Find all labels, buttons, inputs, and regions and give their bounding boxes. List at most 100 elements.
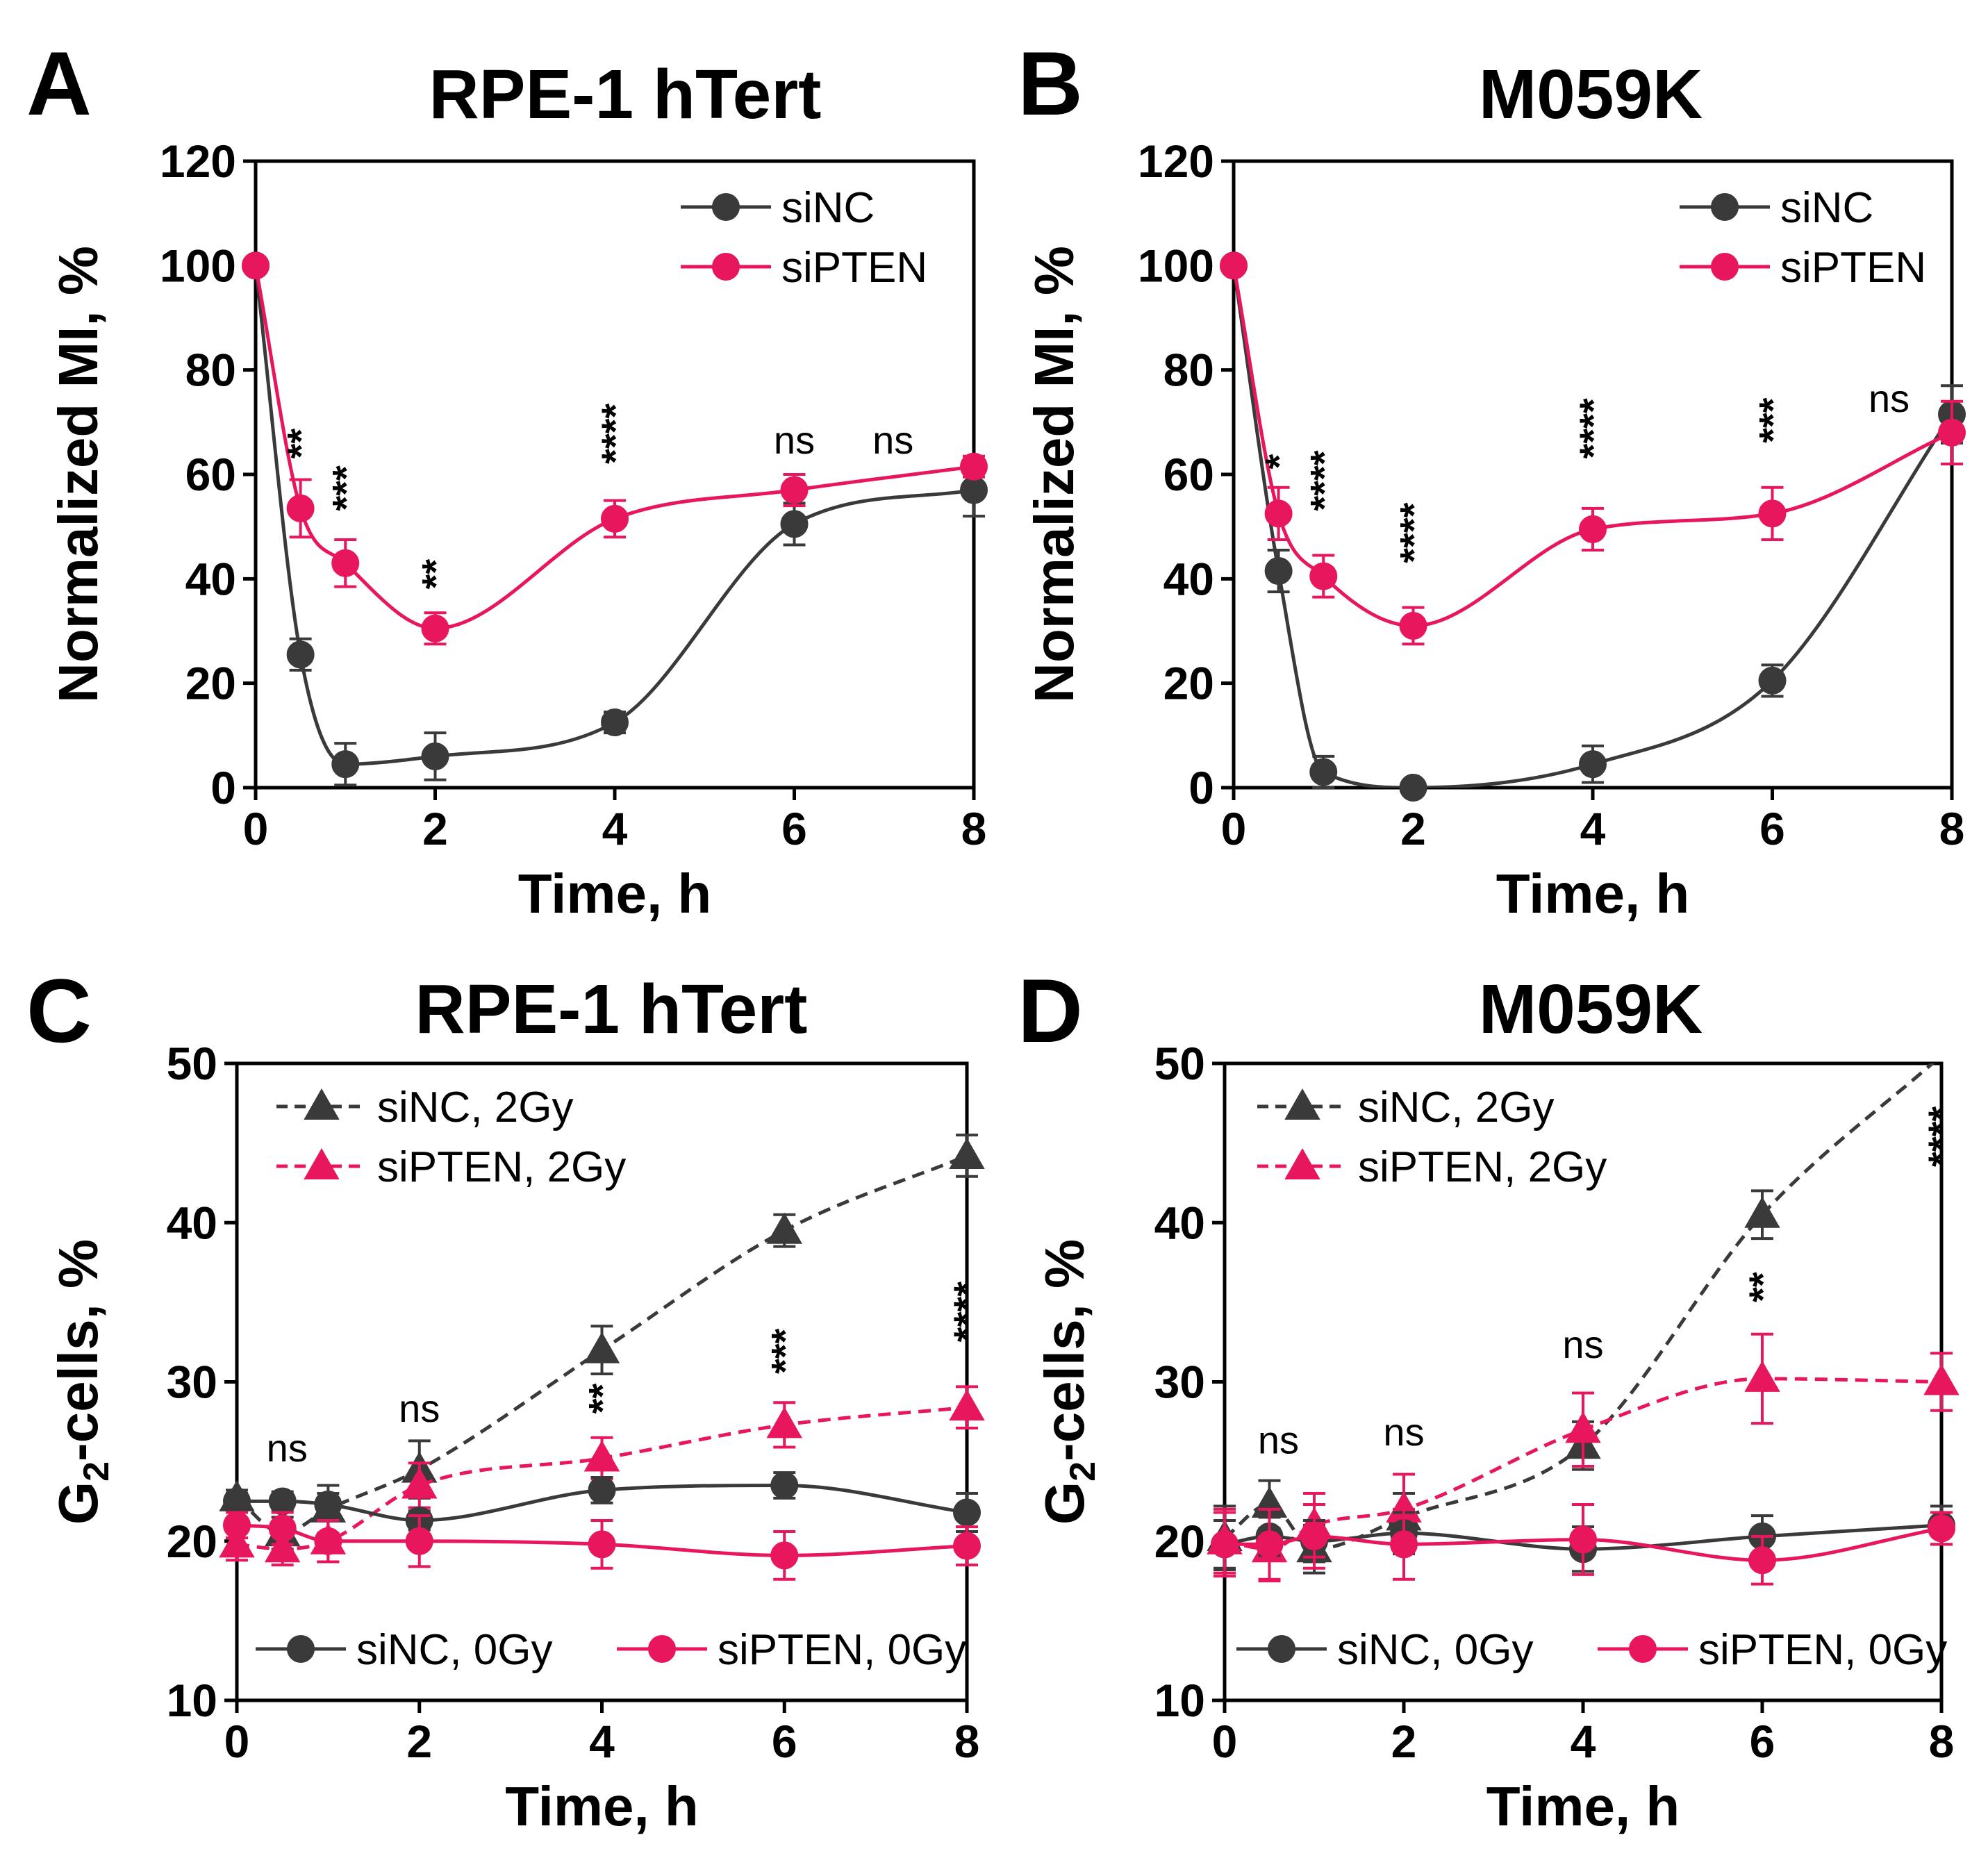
x-tick-label: 0 (1212, 1716, 1238, 1767)
x-tick-label: 4 (602, 803, 628, 854)
x-tick-label: 8 (961, 803, 987, 854)
panel-label: D (1018, 960, 1083, 1061)
data-point (953, 1498, 981, 1527)
data-point (1264, 557, 1293, 586)
x-axis-title: Time, h (1486, 1775, 1680, 1837)
data-point-triangle (1565, 1411, 1601, 1443)
data-point-triangle (1744, 1360, 1780, 1392)
data-point (770, 1541, 799, 1570)
data-point (1579, 515, 1607, 543)
y-tick-label: 10 (1154, 1675, 1205, 1726)
panel-label: B (1018, 33, 1083, 134)
legend-entry: siNC, 2Gy (276, 1084, 573, 1131)
y-tick-label: 40 (1154, 1197, 1205, 1248)
data-point (601, 504, 629, 533)
series-line (1234, 265, 1954, 788)
data-point (1938, 418, 1966, 447)
legend-label: siPTEN, 2Gy (1358, 1143, 1607, 1191)
x-tick-label: 0 (1221, 803, 1247, 854)
legend-label: siNC, 0Gy (1337, 1626, 1533, 1674)
y-tick-label: 0 (1188, 762, 1214, 813)
legend-circle-marker (712, 253, 740, 281)
significance-ns: ns (1562, 1322, 1603, 1366)
y-axis-title-main: G (47, 1482, 109, 1525)
series-line (237, 1483, 968, 1523)
x-tick-label: 4 (1571, 1716, 1596, 1767)
x-tick-label: 0 (224, 1716, 250, 1767)
y-axis-title-main: G (1034, 1482, 1095, 1525)
data-point (601, 708, 629, 737)
data-point-triangle (264, 1531, 301, 1563)
data-point (1309, 758, 1338, 786)
significance-stars: ** (279, 429, 323, 459)
y-axis-title-subscript: 2 (76, 1461, 117, 1482)
legend-triangle-marker (1284, 1088, 1320, 1120)
y-tick-label: 30 (167, 1357, 217, 1408)
significance-ns: ns (872, 418, 913, 462)
legend-entry: siNC (681, 184, 875, 232)
series-line (237, 1154, 968, 1535)
x-tick-label: 4 (1580, 803, 1606, 854)
data-point (268, 1514, 297, 1543)
data-point (588, 1476, 616, 1504)
legend-entry: siPTEN (681, 244, 927, 292)
data-point (1928, 1514, 1955, 1543)
data-point (1300, 1522, 1328, 1550)
x-axis-title: Time, h (1496, 863, 1690, 924)
data-point (314, 1491, 342, 1519)
y-axis-title: G2-cells, % (1034, 1239, 1103, 1525)
x-tick-label: 2 (1391, 1716, 1417, 1767)
data-point-triangle (583, 1332, 620, 1363)
x-tick-label: 6 (1750, 1716, 1775, 1767)
significance-stars: ** (414, 559, 458, 590)
data-point-triangle (219, 1526, 255, 1558)
y-axis-title: Normalized MI, % (1023, 246, 1085, 703)
significance-stars: **** (945, 1282, 989, 1342)
y-tick-label: 10 (167, 1675, 217, 1726)
legend-entry: siPTEN (1680, 244, 1926, 292)
y-tick-label: 40 (1163, 553, 1214, 604)
legend-label: siNC, 2Gy (377, 1084, 573, 1131)
legend-circle-marker (287, 1635, 315, 1663)
data-point (770, 1471, 799, 1500)
data-point-triangle (583, 1440, 620, 1472)
legend-triangle-marker (304, 1147, 340, 1179)
legend-entry: siPTEN, 2Gy (276, 1143, 626, 1191)
significance-stars: *** (324, 465, 367, 511)
data-point (960, 476, 988, 504)
legend-circle-marker (1711, 193, 1739, 221)
data-point (1264, 499, 1293, 528)
data-point-triangle (1923, 1363, 1960, 1395)
y-tick-label: 80 (1163, 345, 1214, 396)
legend-label: siNC (781, 184, 875, 232)
legend-label: siPTEN, 0Gy (1698, 1626, 1947, 1674)
y-tick-label: 50 (167, 1038, 217, 1089)
data-point (1309, 562, 1338, 590)
x-tick-label: 6 (1759, 803, 1785, 854)
y-tick-label: 80 (185, 345, 236, 396)
y-axis-title: G2-cells, % (47, 1239, 117, 1525)
y-tick-label: 0 (210, 762, 236, 813)
data-point-triangle (766, 1212, 802, 1244)
legend-entry: siPTEN, 0Gy (617, 1626, 966, 1674)
legend-label: siNC, 2Gy (1358, 1084, 1554, 1131)
legend-entry: siNC, 0Gy (1236, 1626, 1533, 1674)
x-tick-label: 6 (772, 1716, 797, 1767)
x-tick-label: 4 (589, 1716, 615, 1767)
legend-entry: siNC, 2Gy (1257, 1084, 1554, 1131)
y-axis-title-rest: -cells, % (47, 1239, 109, 1461)
y-tick-label: 40 (185, 553, 236, 604)
significance-stars: **** (1392, 502, 1436, 563)
y-tick-label: 20 (1154, 1516, 1205, 1567)
legend-label: siPTEN (1780, 244, 1926, 292)
x-tick-label: 6 (781, 803, 807, 854)
significance-ns: ns (399, 1386, 440, 1430)
data-point (286, 494, 315, 522)
panel-title: RPE-1 hTert (415, 970, 808, 1048)
legend-entry: siNC, 0Gy (256, 1626, 552, 1674)
series-sipten (1220, 251, 1966, 646)
data-point-triangle (1744, 1196, 1780, 1228)
legend-circle-marker (1711, 253, 1739, 281)
